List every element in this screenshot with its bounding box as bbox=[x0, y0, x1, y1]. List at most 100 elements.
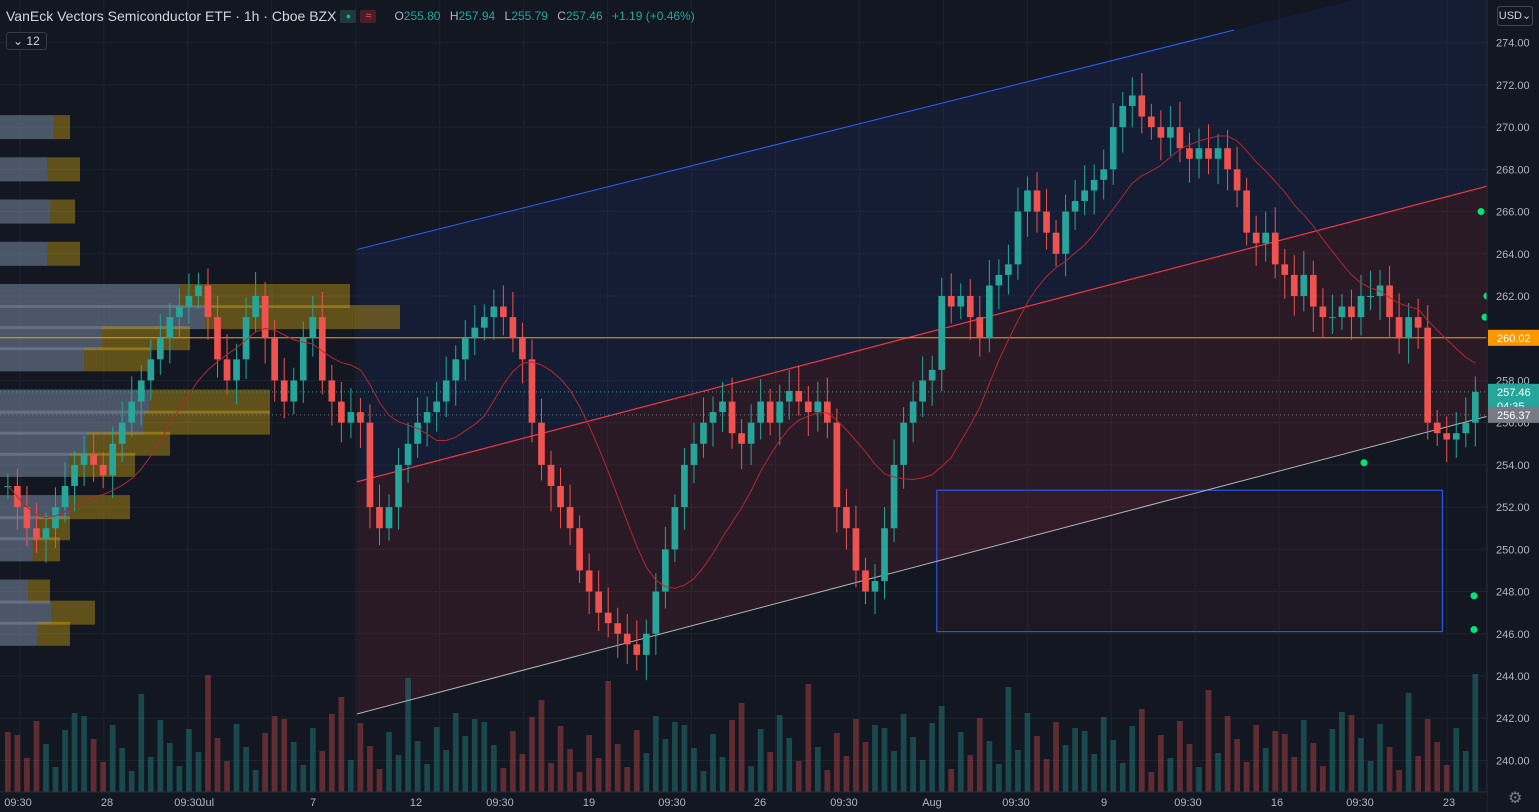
candle-body bbox=[757, 401, 764, 423]
signal-marker bbox=[1470, 626, 1478, 634]
volume-bar bbox=[757, 729, 764, 792]
candle-body bbox=[1471, 391, 1479, 423]
volume-bar bbox=[71, 713, 78, 792]
candle-body bbox=[652, 591, 660, 634]
volume-bar bbox=[1243, 762, 1250, 792]
candle-body bbox=[833, 422, 841, 508]
candle-body bbox=[99, 464, 107, 476]
volume-bar bbox=[1024, 713, 1031, 792]
volume-bar bbox=[748, 766, 754, 792]
candle-body bbox=[214, 317, 221, 360]
candle-body bbox=[804, 401, 812, 413]
y-tick-label: 262.00 bbox=[1496, 291, 1530, 303]
candle-body bbox=[871, 581, 879, 592]
candle-body bbox=[195, 285, 202, 296]
y-tick-label: 272.00 bbox=[1496, 80, 1530, 92]
volume-profile-row-blue bbox=[0, 579, 28, 604]
x-tick-label: 9 bbox=[1101, 797, 1107, 809]
candle-body bbox=[309, 317, 317, 339]
candle-body bbox=[1024, 190, 1031, 212]
volume-bar bbox=[395, 755, 402, 792]
volume-bar bbox=[500, 768, 507, 792]
candle-body bbox=[585, 570, 593, 592]
volume-bar bbox=[595, 758, 602, 792]
volume-bar bbox=[519, 754, 526, 792]
candle-body bbox=[357, 412, 364, 423]
candle-body bbox=[452, 359, 460, 381]
symbol-title[interactable]: VanEck Vectors Semiconductor ETF · 1h · … bbox=[6, 8, 337, 24]
volume-bar bbox=[948, 769, 955, 792]
volume-bar bbox=[138, 694, 145, 792]
currency-selector[interactable]: USD⌄ bbox=[1497, 6, 1533, 26]
volume-bar bbox=[872, 725, 878, 792]
volume-bar bbox=[1453, 728, 1460, 792]
volume-bar bbox=[976, 718, 983, 792]
volume-bar bbox=[910, 737, 916, 792]
x-tick-label: 09:30 bbox=[1174, 797, 1202, 809]
volume-bar bbox=[205, 675, 211, 792]
candle-body bbox=[376, 507, 383, 529]
channel-top-line bbox=[356, 29, 1235, 251]
volume-bar bbox=[424, 764, 430, 792]
candle-body bbox=[1148, 116, 1155, 128]
volume-profile-row-blue bbox=[0, 347, 84, 372]
volume-bar bbox=[62, 730, 68, 792]
volume-bar bbox=[52, 767, 59, 792]
volume-bar bbox=[1377, 724, 1383, 792]
candle-body bbox=[1157, 127, 1165, 138]
y-tick-label: 268.00 bbox=[1496, 164, 1530, 176]
x-tick-label: 12 bbox=[410, 797, 422, 809]
y-tick-label: 240.00 bbox=[1496, 755, 1530, 767]
x-tick-label: 16 bbox=[1271, 797, 1283, 809]
candle-body bbox=[242, 317, 250, 360]
candle-body bbox=[1310, 274, 1317, 307]
volume-bar bbox=[214, 738, 221, 792]
candle-body bbox=[966, 296, 974, 318]
candle-body bbox=[90, 454, 97, 465]
candle-body bbox=[1224, 148, 1231, 170]
y-tick-label: 248.00 bbox=[1496, 587, 1530, 599]
candle-body bbox=[1014, 211, 1022, 265]
volume-bar bbox=[157, 720, 164, 792]
candle-body bbox=[738, 433, 745, 444]
candle-body bbox=[252, 296, 259, 318]
volume-bar bbox=[1043, 759, 1050, 792]
volume-profile-row-blue bbox=[0, 241, 47, 266]
candle-body bbox=[233, 359, 240, 381]
volume-bar bbox=[1472, 674, 1479, 792]
volume-bar bbox=[348, 760, 354, 792]
volume-bar bbox=[1091, 754, 1098, 792]
candle-body bbox=[1052, 232, 1060, 254]
volume-bar bbox=[1272, 731, 1279, 792]
volume-bar bbox=[719, 757, 726, 792]
volume-profile-row-blue bbox=[0, 600, 51, 625]
volume-bar bbox=[1253, 725, 1260, 792]
gear-icon[interactable]: ⚙ bbox=[1508, 790, 1523, 807]
x-tick-label: Aug bbox=[922, 797, 942, 809]
volume-bar bbox=[309, 728, 316, 792]
volume-bar bbox=[328, 714, 335, 792]
low-value: 255.79 bbox=[511, 9, 548, 23]
indicator-toggle-button[interactable]: ⌄ 12 bbox=[6, 32, 47, 50]
volume-bar bbox=[1443, 765, 1450, 792]
volume-bar bbox=[1119, 763, 1126, 792]
volume-profile-row-blue bbox=[0, 157, 47, 182]
volume-profile-row bbox=[0, 600, 95, 625]
volume-profile-row bbox=[0, 115, 70, 140]
volume-profile-row-blue bbox=[0, 537, 33, 562]
volume-bar bbox=[1434, 742, 1441, 792]
volume-bar bbox=[1148, 772, 1155, 792]
candle-body bbox=[900, 422, 907, 465]
candle-body bbox=[366, 422, 374, 508]
candle-body bbox=[976, 317, 984, 339]
volume-bar bbox=[252, 770, 259, 792]
y-tick-label: 252.00 bbox=[1496, 502, 1530, 514]
volume-profile-row-blue bbox=[0, 389, 149, 414]
candle-body bbox=[1405, 317, 1412, 339]
candle-body bbox=[500, 306, 507, 318]
volume-bar bbox=[605, 681, 612, 792]
x-tick-label: 19 bbox=[583, 797, 595, 809]
candle-body bbox=[1167, 127, 1174, 138]
candle-body bbox=[566, 507, 574, 529]
